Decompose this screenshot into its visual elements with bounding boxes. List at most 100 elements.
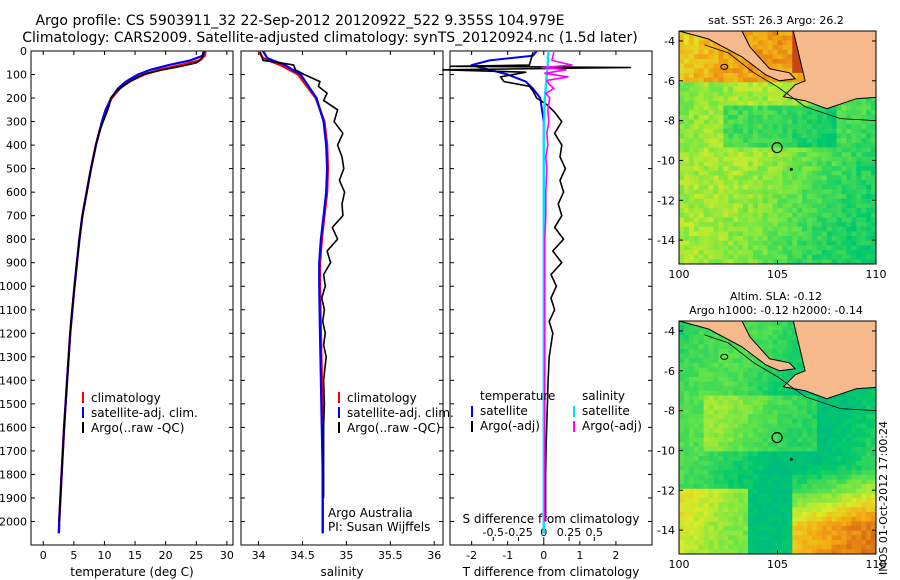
christmas-island-marker — [789, 167, 793, 171]
legend-label: climatology — [91, 391, 161, 405]
annotation-argo-australia: Argo Australia — [328, 506, 413, 520]
temperature-x-tick-label: 5 — [70, 549, 77, 562]
figure-title-line1: Argo profile: CS 5903911_32 22-Sep-2012 … — [35, 13, 565, 29]
sla-map-title: Altim. SLA: -0.12 — [730, 290, 822, 303]
y-tick-label: 700 — [6, 210, 27, 223]
difference-x-tick-label: -1 — [502, 549, 513, 562]
temperature-x-tick-label: 15 — [128, 549, 142, 562]
y-tick-label: 1700 — [0, 445, 27, 458]
legend-label: Argo(..raw -QC) — [91, 421, 184, 435]
S-x-tick-label: 0.5 — [586, 526, 604, 539]
legend-label: satellite-adj. clim. — [347, 406, 454, 420]
temperature-axes-frame — [30, 50, 234, 546]
y-tick-label: 300 — [6, 116, 27, 129]
series-line-s-argo-adj- — [540, 52, 573, 522]
temperature-x-tick-label: 20 — [159, 549, 173, 562]
y-tick-label: 0 — [20, 45, 27, 58]
sla-map-y-tick-label: -10 — [657, 444, 675, 457]
sumatra-land — [679, 321, 797, 372]
argo-position-marker — [771, 431, 783, 444]
y-tick-label: 900 — [6, 257, 27, 270]
difference-x-tick-label: 1 — [576, 549, 583, 562]
legend-label: Argo(-adj) — [582, 419, 642, 433]
difference-x-tick-label: 0 — [540, 549, 547, 562]
series-line-t-argo-adj- — [441, 51, 632, 522]
salinity-axes-frame — [240, 50, 444, 546]
series-line-t-satellite — [470, 50, 545, 534]
sla-map-y-tick-label: -6 — [664, 365, 675, 378]
sla-map-subtitle: Argo h1000: -0.12 h2000: -0.14 — [689, 304, 863, 317]
y-tick-label: 1400 — [0, 374, 27, 387]
sst-map-y-tick-label: -14 — [657, 234, 675, 247]
series-line-satellite-adj-clim- — [262, 50, 329, 534]
temperature-x-axis-label: temperature (deg C) — [70, 565, 193, 579]
y-tick-label: 1900 — [0, 492, 27, 505]
argo-position-marker — [771, 141, 783, 154]
figure-title-line2: Climatology: CARS2009. Satellite-adjuste… — [22, 30, 638, 46]
difference-axes-frame — [449, 50, 653, 546]
enggano-island-outline — [720, 63, 729, 70]
y-tick-label: 1600 — [0, 421, 27, 434]
sst-map-y-tick-label: -10 — [657, 154, 675, 167]
sst-map-x-tick-label: 105 — [767, 268, 788, 281]
y-tick-label: 1100 — [0, 304, 27, 317]
temperature-x-tick-label: 0 — [40, 549, 47, 562]
sst-map-y-tick-label: -4 — [664, 35, 675, 48]
salinity-x-tick-label: 36 — [427, 549, 441, 562]
y-tick-label: 1800 — [0, 468, 27, 481]
S-x-tick-label: -0.5 — [483, 526, 504, 539]
enggano-island-outline — [720, 353, 729, 360]
difference-x-axis-label: T difference from climatology — [462, 565, 640, 579]
series-line-argo-raw-qc- — [58, 52, 204, 522]
difference-x-tick-label: -2 — [466, 549, 477, 562]
java-land — [782, 321, 876, 400]
salinity-x-tick-label: 34.5 — [290, 549, 315, 562]
legend-label: Argo(-adj) — [480, 419, 540, 433]
temperature-x-tick-label: 25 — [189, 549, 203, 562]
series-line-satellite-adj-clim- — [57, 50, 206, 534]
sst-map-field — [679, 31, 876, 264]
y-tick-label: 1300 — [0, 351, 27, 364]
sst-map-x-tick-label: 100 — [669, 268, 690, 281]
S-x-tick-label: 0.25 — [557, 526, 582, 539]
sst-map-y-tick-label: -12 — [657, 194, 675, 207]
christmas-island-marker — [789, 457, 793, 461]
y-tick-label: 500 — [6, 163, 27, 176]
legend-label: satellite-adj. clim. — [91, 406, 198, 420]
sst-map-title: sat. SST: 26.3 Argo: 26.2 — [708, 14, 844, 27]
sla-map-y-tick-label: -14 — [657, 524, 675, 537]
sumatra-land — [679, 31, 797, 82]
salinity-x-tick-label: 35 — [339, 549, 353, 562]
y-tick-label: 400 — [6, 139, 27, 152]
sst-map-y-tick-label: -8 — [664, 115, 675, 128]
sst-map-y-tick-label: -6 — [664, 75, 675, 88]
sst-map-x-tick-label: 110 — [866, 268, 887, 281]
legend-temperature-title: temperature — [480, 389, 555, 403]
salinity-x-tick-label: 34 — [252, 549, 266, 562]
sla-map-x-tick-label: 110 — [866, 558, 887, 571]
series-line-s-satellite — [542, 50, 550, 534]
legend-label: climatology — [347, 391, 417, 405]
S-x-tick-label: -0.25 — [504, 526, 532, 539]
sla-map-y-tick-label: -8 — [664, 405, 675, 418]
legend-label: satellite — [480, 404, 528, 418]
y-tick-label: 100 — [6, 69, 27, 82]
y-tick-label: 200 — [6, 92, 27, 105]
y-tick-label: 800 — [6, 233, 27, 246]
y-tick-label: 600 — [6, 186, 27, 199]
salinity-x-axis-label: salinity — [320, 565, 363, 579]
annotation-pi: PI: Susan Wijffels — [328, 520, 430, 534]
sla-map-y-tick-label: -12 — [657, 484, 675, 497]
series-line-climatology — [57, 50, 207, 534]
legend-label: Argo(..raw -QC) — [347, 421, 440, 435]
series-line-climatology — [257, 50, 330, 534]
temperature-x-tick-label: 10 — [97, 549, 111, 562]
contour-line — [704, 44, 876, 121]
y-tick-label: 1500 — [0, 398, 27, 411]
salinity-x-tick-label: 35.5 — [378, 549, 403, 562]
y-tick-label: 1200 — [0, 327, 27, 340]
S-x-axis-label: S difference from climatology — [463, 512, 640, 526]
difference-x-tick-label: 2 — [612, 549, 619, 562]
y-tick-label: 1000 — [0, 280, 27, 293]
